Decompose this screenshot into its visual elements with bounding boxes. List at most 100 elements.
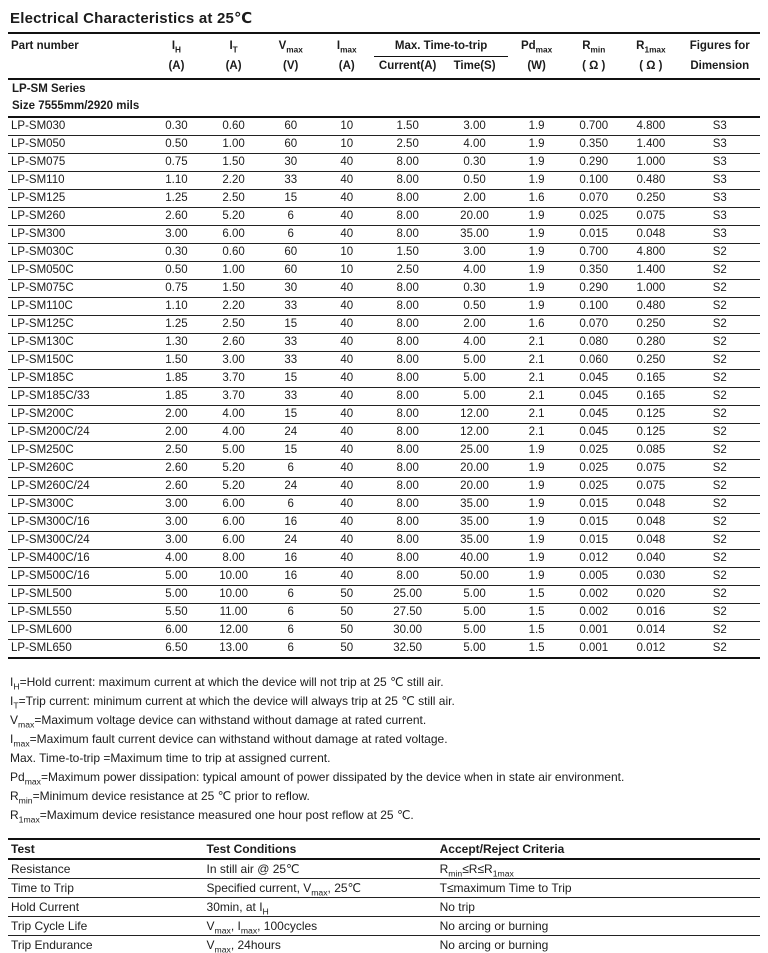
value-cell: 6 (262, 207, 320, 226)
table-row: LP-SM260 2.60 5.20 6 40 8.00 20.00 1.9 0.025 0.07… (8, 207, 760, 226)
value-cell: 5.00 (147, 567, 206, 586)
value-cell: S2 (679, 423, 760, 442)
part-number-cell: LP-SM125 (8, 189, 148, 208)
test-conditions-cell: Vmax, Imax, 100cycles (203, 916, 437, 936)
value-cell: S2 (679, 279, 760, 298)
value-cell: 6 (262, 585, 320, 604)
value-cell: 1.9 (508, 459, 566, 478)
part-number-cell: LP-SM260C (8, 459, 148, 478)
table-row: LP-SM130C 1.30 2.60 33 40 8.00 4.00 2.1 0.080 0.2… (8, 333, 760, 352)
value-cell: 15 (262, 369, 320, 388)
value-cell: 40 (319, 459, 375, 478)
value-cell: 3.70 (205, 369, 263, 388)
value-cell: 6 (262, 459, 320, 478)
table-row: LP-SM300 3.00 6.00 6 40 8.00 35.00 1.9 0.015 0.04… (8, 225, 760, 244)
value-cell: 1.9 (508, 477, 566, 496)
value-cell: 6.00 (147, 621, 206, 640)
value-cell: 3.00 (147, 513, 206, 532)
table-row: LP-SM030 0.30 0.60 60 10 1.50 3.00 1.9 0.700 4.80… (8, 117, 760, 136)
value-cell: 1.6 (508, 315, 566, 334)
value-cell: 33 (262, 333, 320, 352)
part-number-cell: LP-SM400C/16 (8, 549, 148, 568)
value-cell: 2.60 (205, 333, 263, 352)
value-cell: 40 (319, 189, 375, 208)
value-cell: 8.00 (374, 387, 442, 406)
value-cell: 6 (262, 603, 320, 622)
col-figures: Figures for (679, 32, 760, 57)
value-cell: 2.00 (147, 405, 206, 424)
value-cell: 20.00 (441, 477, 509, 496)
value-cell: 0.048 (622, 225, 680, 244)
value-cell: S2 (679, 549, 760, 568)
test-name-cell: Resistance (8, 859, 204, 879)
value-cell: 16 (262, 513, 320, 532)
table-row: LP-SML550 5.50 11.00 6 50 27.50 5.00 1.5 0.002 0.… (8, 603, 760, 622)
test-conditions-cell: Vmax, 24hours (203, 935, 437, 953)
value-cell: 0.048 (622, 513, 680, 532)
value-cell: 60 (262, 117, 320, 136)
accept-reject-cell: T≤maximum Time to Trip (436, 878, 760, 898)
value-cell: 1.85 (147, 387, 206, 406)
value-cell: 40 (319, 387, 375, 406)
part-number-cell: LP-SM150C (8, 351, 148, 370)
value-cell: 30.00 (374, 621, 442, 640)
value-cell: 3.00 (147, 225, 206, 244)
value-cell: 0.165 (622, 369, 680, 388)
value-cell: S2 (679, 495, 760, 514)
col-pdmax: Pdmax (508, 32, 566, 57)
table-row: LP-SM200C 2.00 4.00 15 40 8.00 12.00 2.1 0.045 0.… (8, 405, 760, 424)
value-cell: 40 (319, 369, 375, 388)
value-cell: S2 (679, 639, 760, 659)
test-name-cell: Trip Cycle Life (8, 916, 204, 936)
value-cell: 40 (319, 171, 375, 190)
value-cell: 6.00 (205, 495, 263, 514)
unit-rmin: ( Ω ) (565, 56, 623, 80)
value-cell: 0.165 (622, 387, 680, 406)
value-cell: 35.00 (441, 225, 509, 244)
part-number-cell: LP-SM200C/24 (8, 423, 148, 442)
value-cell: S2 (679, 621, 760, 640)
value-cell: 10 (319, 261, 375, 280)
value-cell: 15 (262, 315, 320, 334)
value-cell: 1.10 (147, 171, 206, 190)
table-header: Part number IH IT Vmax Imax Max. Time-to… (8, 32, 760, 80)
value-cell: 8.00 (374, 567, 442, 586)
unit-r1max: ( Ω ) (622, 56, 680, 80)
value-cell: 40 (319, 351, 375, 370)
value-cell: 0.001 (565, 621, 623, 640)
table-row: LP-SM030C 0.30 0.60 60 10 1.50 3.00 1.9 0.700 4.8… (8, 243, 760, 262)
value-cell: 40 (319, 207, 375, 226)
test-name-cell: Time to Trip (8, 878, 204, 898)
unit-dimension: Dimension (679, 56, 760, 80)
value-cell: 0.045 (565, 423, 623, 442)
value-cell: 2.1 (508, 351, 566, 370)
value-cell: 40 (319, 297, 375, 316)
value-cell: 4.00 (205, 423, 263, 442)
table-row: LP-SM125 1.25 2.50 15 40 8.00 2.00 1.6 0.070 0.25… (8, 189, 760, 208)
value-cell: 0.250 (622, 189, 680, 208)
value-cell: 35.00 (441, 495, 509, 514)
value-cell: 4.00 (441, 261, 509, 280)
value-cell: 2.60 (147, 207, 206, 226)
part-number-cell: LP-SM050C (8, 261, 148, 280)
value-cell: 0.070 (565, 189, 623, 208)
value-cell: 8.00 (374, 207, 442, 226)
value-cell: 40 (319, 225, 375, 244)
table-row: LP-SM300C/16 3.00 6.00 16 40 8.00 35.00 1.9 0.01… (8, 513, 760, 532)
part-number-cell: LP-SML650 (8, 639, 148, 659)
notes-list: IH=Hold current: maximum current at whic… (8, 673, 760, 825)
value-cell: 50 (319, 639, 375, 659)
value-cell: 0.60 (205, 243, 263, 262)
value-cell: 0.350 (565, 135, 623, 154)
value-cell: 1.5 (508, 621, 566, 640)
value-cell: 0.125 (622, 423, 680, 442)
value-cell: 5.20 (205, 477, 263, 496)
col-max-time-to-trip: Max. Time-to-trip (374, 32, 509, 57)
part-number-cell: LP-SM250C (8, 441, 148, 460)
value-cell: 0.75 (147, 153, 206, 172)
accept-reject-cell: No trip (436, 897, 760, 917)
series-size-row: Size 7555mm/2920 mils (8, 97, 760, 118)
value-cell: 0.048 (622, 495, 680, 514)
value-cell: 5.00 (441, 585, 509, 604)
